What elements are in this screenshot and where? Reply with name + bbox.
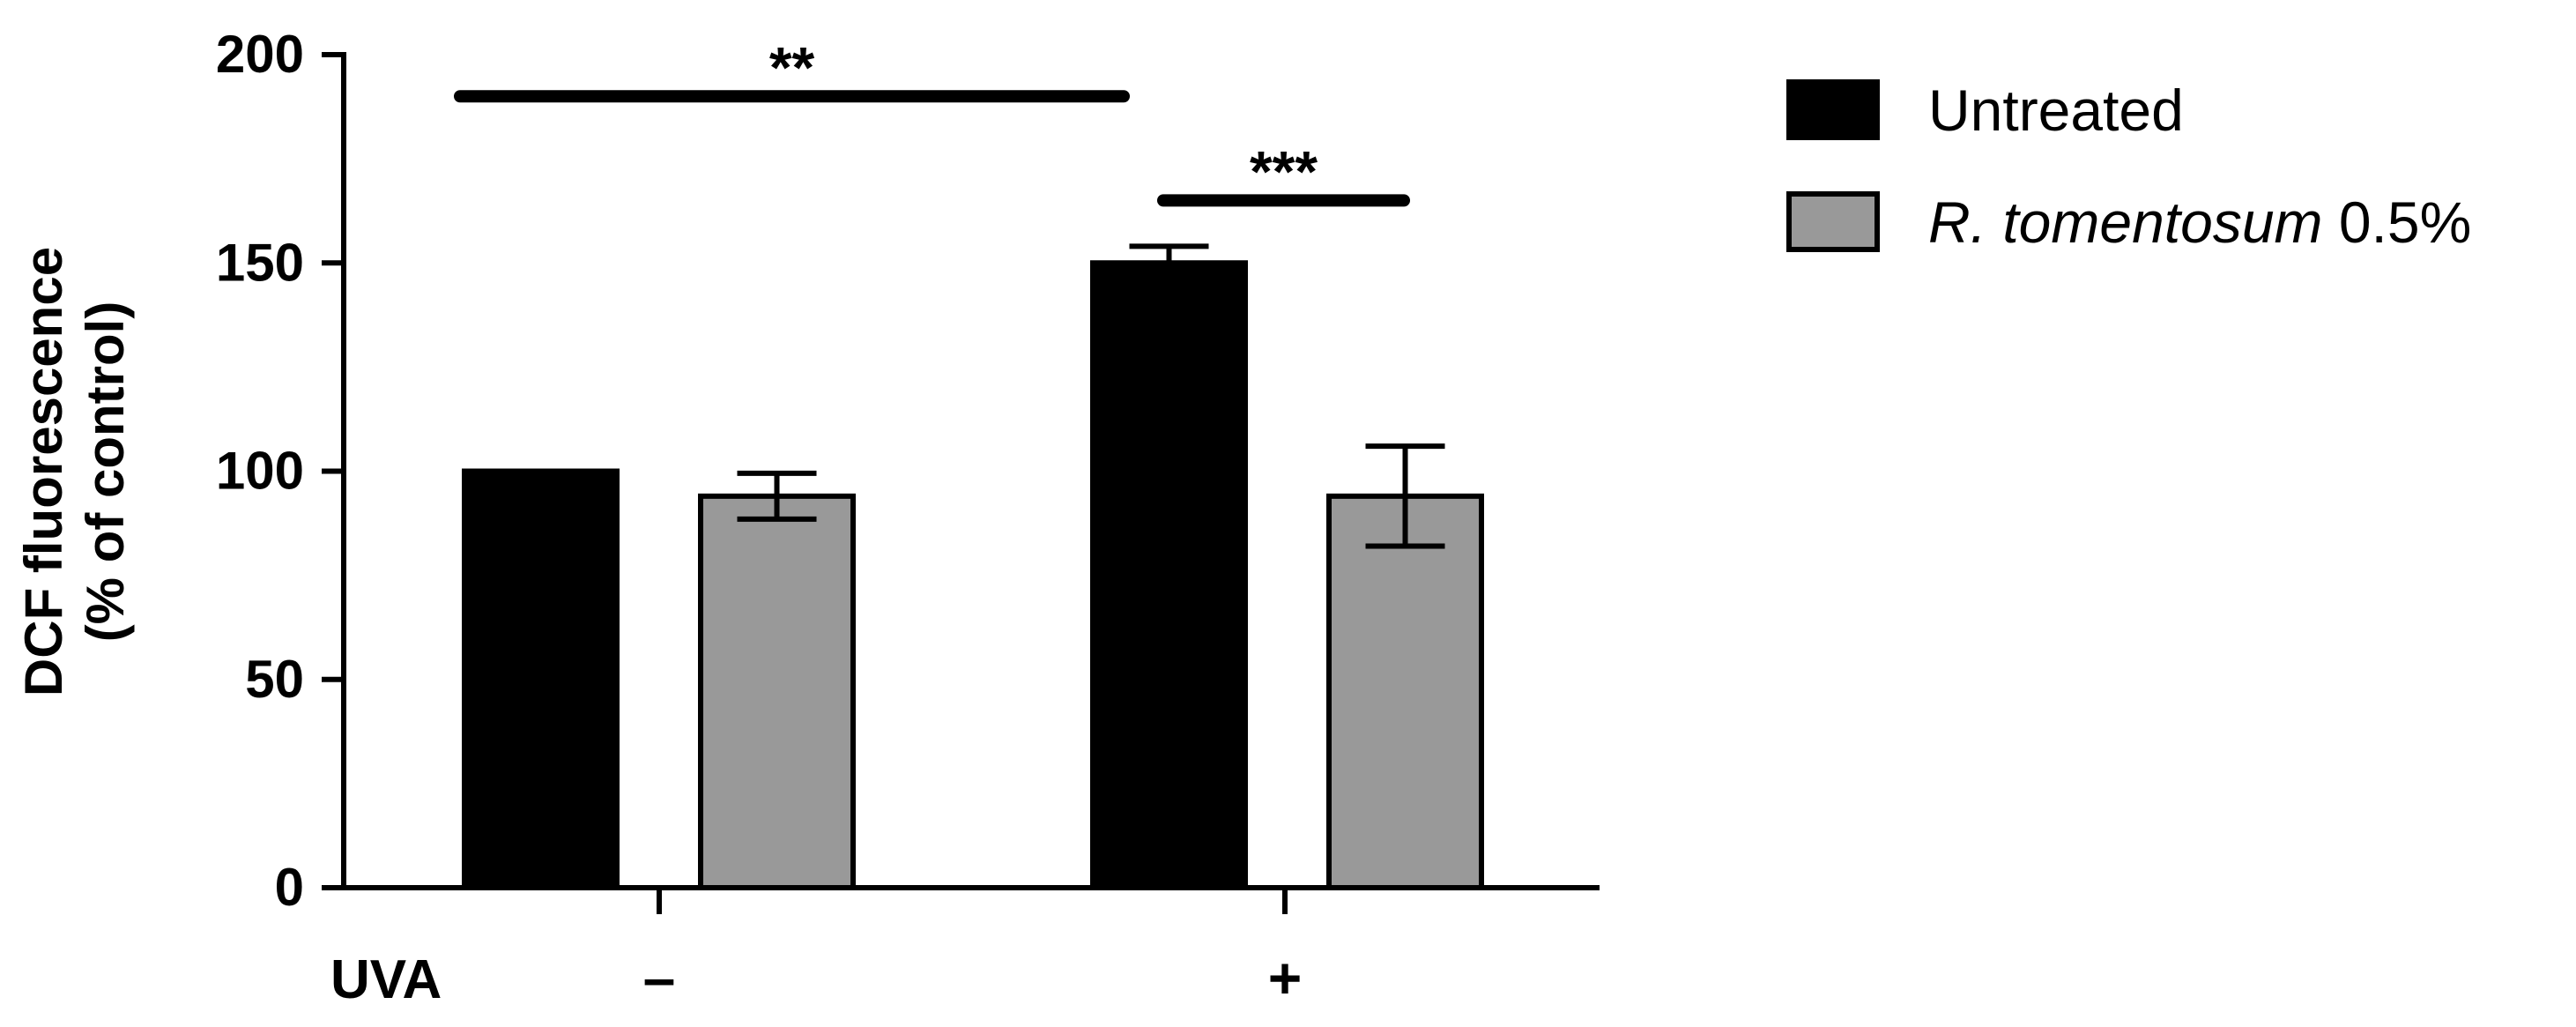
legend-swatch-untreated	[1786, 79, 1880, 140]
y-tick-label: 150	[216, 233, 304, 292]
y-axis-title-line1: DCF fluorescence	[14, 247, 73, 696]
y-axis-title-line2: (% of control)	[76, 301, 135, 643]
bars	[462, 260, 1484, 890]
error-bars	[737, 243, 1445, 549]
significance-label-1: ***	[1250, 138, 1318, 204]
y-tick-label: 100	[216, 442, 304, 501]
bar-untreated-1	[1090, 260, 1248, 890]
legend-label-rest: 0.5%	[2323, 190, 2472, 255]
significance-label-0: **	[769, 34, 815, 100]
legend-label-r-tomentosum: R. tomentosum 0.5%	[1928, 190, 2471, 255]
y-tick-label: 200	[216, 25, 304, 84]
legend: Untreated R. tomentosum 0.5%	[1786, 78, 2471, 255]
legend-label-untreated: Untreated	[1928, 78, 2184, 143]
x-axis: – +	[341, 885, 1600, 1010]
bar-untreated-0	[462, 468, 620, 890]
x-tick-label: –	[643, 945, 676, 1010]
y-axis: 0 50 100 150 200	[216, 25, 346, 917]
bar-r-tomentosum-0	[698, 493, 856, 890]
significance-annotations: *****	[454, 34, 1410, 207]
bar-r-tomentosum-1	[1326, 493, 1484, 890]
x-axis-title: UVA	[330, 949, 442, 1010]
y-tick-label: 0	[275, 858, 304, 917]
legend-swatch-r-tomentosum	[1786, 191, 1880, 252]
legend-label-italic: R. tomentosum	[1928, 190, 2323, 255]
x-tick-label: +	[1268, 945, 1303, 1010]
y-tick-label: 50	[245, 650, 304, 709]
